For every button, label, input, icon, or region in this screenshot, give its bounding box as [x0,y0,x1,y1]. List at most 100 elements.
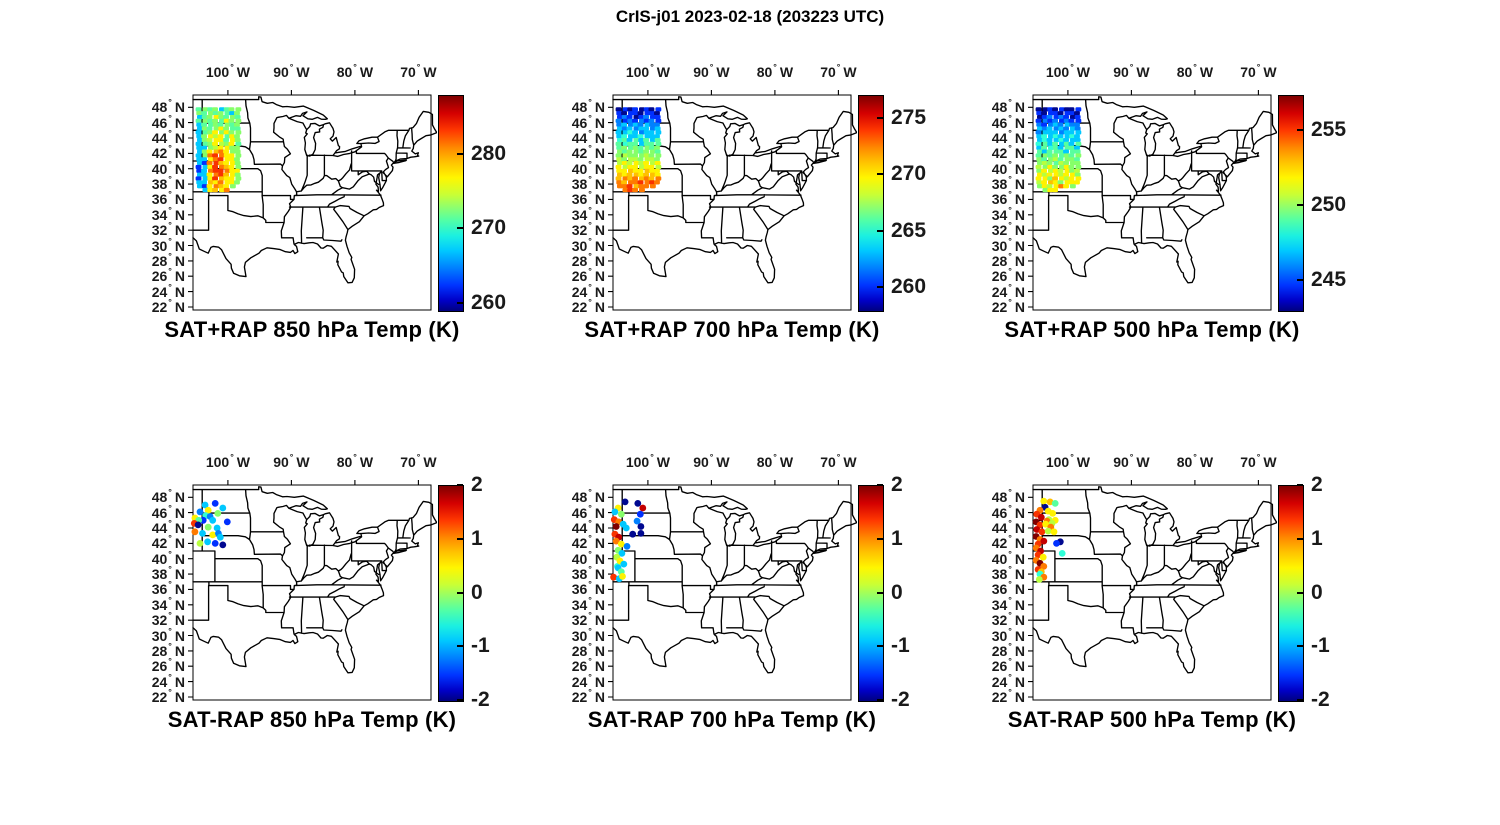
difference-dot [219,504,227,512]
lat-tick-label: 40° N [117,159,185,178]
swath-cell [638,161,645,166]
lat-tick-label: 28° N [957,641,1025,660]
swath-cell [627,141,634,147]
difference-dots [190,500,231,549]
degree-symbol: ° [1008,502,1012,513]
lat-tick-value: 36 [571,191,588,208]
swath-cell [622,153,629,158]
swath-cell [1035,130,1042,135]
swath-cell [201,126,208,131]
swath-cell [644,122,651,127]
swath-cell [1063,115,1069,120]
lon-tick-label: 90° W [273,453,309,471]
degree-symbol: ° [773,452,777,462]
colorbar-tick-mark [877,286,883,289]
swath-cell [616,145,623,150]
lat-tick-direction: N [1014,222,1025,239]
swath-cell [212,134,219,139]
swath-cell [206,149,213,154]
swath-cell [654,138,661,143]
swath-cell [1037,184,1043,189]
lat-tick-direction: N [174,222,185,239]
degree-symbol: ° [1008,671,1012,682]
swath-cell [1036,134,1043,139]
swath-cell [229,134,236,139]
lat-tick-label: 30° N [117,236,185,255]
swath-cell [195,164,202,170]
lon-tick-label: 100° W [1046,453,1090,471]
lon-tick-label: 90° W [693,453,729,471]
swath-cell [1053,149,1060,154]
lat-tick-value: 32 [151,612,168,629]
swath-cell [654,157,660,162]
degree-symbol: ° [709,62,714,72]
swath-cell [649,180,656,185]
lat-tick-label: 48° N [957,488,1025,506]
swath-cell [207,130,214,135]
lat-tick-label: 40° N [537,548,605,568]
swath-cell [206,138,213,143]
lat-tick-direction: N [1014,298,1025,315]
lon-tick-direction: W [656,454,671,470]
swath-cell [1074,126,1081,131]
lon-tick-label: 80° W [757,63,793,81]
colorbar-tick-label: 2 [1311,473,1323,496]
swath-cell [654,161,661,166]
degree-symbol: ° [588,640,592,651]
lat-tick-direction: N [174,550,185,567]
swath-cell [234,172,241,177]
colorbar-tick-mark [1297,537,1303,540]
swath-cell [1052,157,1059,162]
swath-cell [615,164,622,170]
swath-cell [643,172,649,177]
swath-cell [632,141,638,147]
lon-tick-direction: W [1263,64,1277,80]
degree-symbol: ° [168,564,172,575]
swath-cell [1074,172,1081,177]
lat-tick-direction: N [594,99,605,116]
swath-cell [201,145,207,150]
lat-tick-direction: N [1014,252,1025,269]
lat-tick-label: 42° N [117,144,185,162]
lat-tick-value: 26 [151,658,168,675]
difference-dot [204,523,212,531]
lon-tick-direction: W [296,64,310,80]
lat-tick-label: 46° N [117,503,185,522]
degree-symbol: ° [1008,281,1012,292]
swath-cell [229,149,236,154]
difference-dot [1042,520,1050,528]
lat-tick-value: 26 [991,268,1008,285]
swath-cell [1048,168,1054,173]
swath-cell [234,161,241,166]
lon-tick-value: 70 [820,64,836,80]
swath-cell [201,168,207,173]
swath-cell [1063,130,1070,135]
swath-cell [197,126,203,131]
lon-tick-direction: W [423,64,437,80]
lat-tick-value: 26 [571,658,588,675]
degree-symbol: ° [1008,97,1012,108]
swath-cell [217,134,224,139]
colorbar-tick-mark [457,645,463,648]
swath-cell [622,176,629,181]
swath-cell [1064,157,1071,162]
swath-cell [234,138,241,143]
swath-cell [627,176,634,181]
swath-cell [632,153,638,158]
swath-cell [195,153,202,158]
lat-tick-direction: N [594,658,605,675]
swath-cell [628,157,634,162]
degree-symbol: ° [588,548,592,559]
degree-symbol: ° [168,487,172,498]
lat-tick-label: 22° N [117,297,185,316]
colorbar-tick-mark [1297,128,1303,131]
lat-tick-value: 24 [151,673,168,690]
swath-cell [1048,180,1054,185]
swath-cell [621,157,627,162]
degree-symbol: ° [588,564,592,575]
difference-dot [620,560,628,568]
swath-cell [621,134,627,139]
swath-cell [1035,107,1042,112]
lon-tick-label: 70° W [1240,63,1276,81]
swath-cell [655,130,662,135]
